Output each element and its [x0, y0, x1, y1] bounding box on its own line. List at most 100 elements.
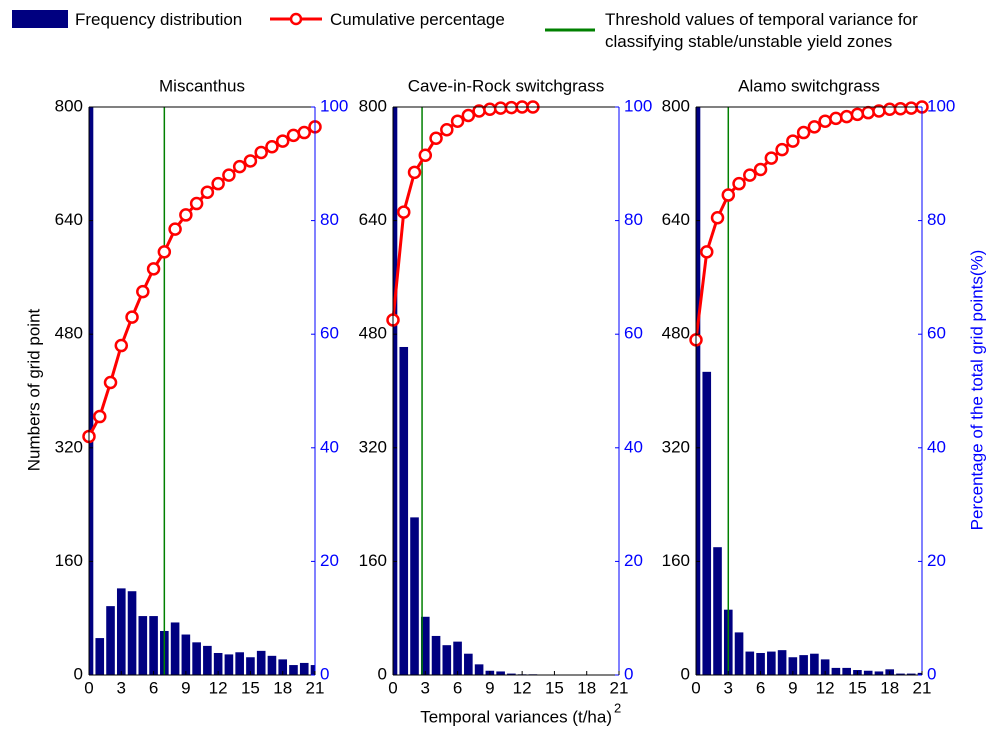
bar — [507, 673, 516, 675]
y-tick-label: 480 — [55, 324, 83, 343]
cumulative-marker — [450, 114, 465, 128]
y-tick-label: 160 — [55, 551, 83, 570]
cumulative-marker — [146, 262, 161, 276]
bar — [842, 667, 851, 675]
bar — [149, 616, 158, 675]
x-tick-label: 9 — [485, 678, 494, 697]
y2-tick-label: 100 — [624, 96, 652, 115]
bar — [917, 672, 922, 675]
y2-tick-label: 100 — [927, 96, 955, 115]
x-tick-label: 18 — [577, 678, 596, 697]
x-tick-label: 9 — [788, 678, 797, 697]
bar — [181, 634, 191, 675]
bar — [299, 662, 309, 675]
cumulative-marker — [504, 100, 519, 115]
bar — [788, 657, 798, 675]
legend-label: Cumulative percentage — [330, 10, 505, 29]
bar — [496, 671, 505, 675]
legend-swatch — [12, 10, 68, 28]
cumulative-marker — [200, 185, 215, 199]
bar — [420, 616, 430, 675]
bar — [138, 616, 148, 675]
bar — [246, 657, 255, 675]
bar — [127, 591, 137, 675]
bar — [874, 671, 884, 675]
bar — [393, 107, 398, 675]
panel-title: Alamo switchgrass — [738, 76, 880, 95]
cumulative-marker — [286, 128, 301, 143]
cumulative-marker — [829, 111, 843, 126]
y2-tick-label: 0 — [927, 664, 936, 683]
cumulative-marker — [882, 102, 897, 117]
y2-tick-label: 20 — [320, 551, 339, 570]
bar — [896, 673, 905, 675]
x-tick-label: 0 — [388, 678, 397, 697]
x-tick-label: 12 — [816, 678, 835, 697]
x-tick-label: 21 — [913, 678, 932, 697]
bar — [289, 665, 298, 675]
y-tick-label: 160 — [359, 551, 387, 570]
cumulative-line — [87, 125, 316, 438]
y-tick-label: 0 — [378, 664, 387, 683]
cumulative-marker — [764, 151, 779, 165]
bar — [464, 653, 473, 675]
bar — [213, 652, 223, 675]
bar — [863, 670, 873, 675]
cumulative-marker — [732, 176, 746, 191]
x-tick-label: 18 — [880, 678, 899, 697]
x-tick-label: 15 — [545, 678, 564, 697]
y-tick-label: 320 — [662, 437, 690, 456]
cumulative-marker — [222, 168, 236, 182]
cumulative-marker — [407, 165, 422, 180]
cumulative-marker — [807, 120, 822, 134]
y2-tick-label: 40 — [927, 437, 946, 456]
cumulative-marker — [850, 107, 865, 122]
y-tick-label: 480 — [359, 324, 387, 343]
cumulative-marker — [397, 205, 411, 219]
cumulative-marker — [893, 101, 908, 116]
x-tick-label: 6 — [149, 678, 158, 697]
bar — [453, 641, 462, 675]
cumulative-marker — [297, 125, 311, 140]
bar — [745, 651, 755, 675]
y2-tick-label: 60 — [320, 324, 339, 343]
cumulative-marker — [796, 125, 811, 140]
cumulative-marker — [775, 142, 789, 157]
bar — [106, 606, 115, 675]
y-tick-label: 640 — [359, 210, 387, 229]
bar — [410, 517, 419, 675]
panel-title: Cave-in-Rock switchgrass — [408, 76, 605, 95]
bar — [906, 673, 916, 675]
x-tick-label: 6 — [453, 678, 462, 697]
cumulative-marker — [440, 122, 454, 137]
legend-label: Threshold values of temporal variance fo… — [605, 10, 918, 51]
y2-tick-label: 0 — [320, 664, 329, 683]
bar — [734, 632, 744, 675]
bar — [203, 645, 212, 675]
cumulative-marker — [483, 102, 497, 117]
bar — [820, 659, 830, 675]
x-tick-label: 9 — [181, 678, 190, 697]
cumulative-marker — [179, 208, 193, 222]
bar — [192, 642, 201, 675]
legend-label: Frequency distribution — [75, 10, 243, 29]
cumulative-marker — [265, 140, 279, 154]
y2-tick-label: 40 — [320, 437, 339, 456]
x-tick-label: 6 — [756, 678, 765, 697]
bar — [95, 638, 105, 675]
x-tick-label: 15 — [241, 678, 260, 697]
y-tick-label: 320 — [55, 437, 83, 456]
cumulative-marker — [275, 134, 290, 148]
y-tick-label: 640 — [55, 210, 83, 229]
y-tick-label: 0 — [681, 664, 690, 683]
bar — [116, 588, 126, 675]
cumulative-marker — [232, 159, 247, 174]
plot-area — [89, 107, 315, 675]
y-tick-label: 800 — [359, 96, 387, 115]
bar — [696, 107, 701, 675]
cumulative-line — [391, 105, 533, 321]
bar — [310, 665, 315, 675]
cumulative-marker — [743, 168, 757, 182]
y-axis-label: Numbers of grid point — [24, 308, 43, 471]
